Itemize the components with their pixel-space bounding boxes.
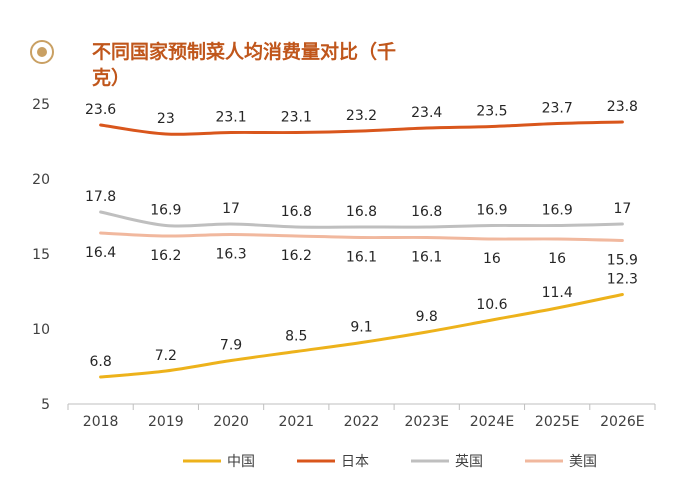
data-label: 23.6 bbox=[85, 102, 116, 118]
target-circle-icon bbox=[30, 40, 54, 64]
data-label: 23 bbox=[157, 111, 175, 127]
series-美国: 16.4 16.2 16.3 16.2 16.1 16.1 16 16 15.9 bbox=[85, 231, 638, 269]
data-label: 16.9 bbox=[150, 203, 181, 219]
x-tick-label: 2021 bbox=[278, 414, 314, 430]
y-tick-label: 10 bbox=[32, 322, 50, 338]
data-label: 16.8 bbox=[346, 204, 377, 220]
data-label: 23.4 bbox=[411, 105, 442, 121]
data-label: 16.8 bbox=[411, 204, 442, 220]
legend-label: 英国 bbox=[455, 453, 483, 470]
legend-item: 中国 bbox=[183, 454, 255, 470]
data-label: 16.1 bbox=[411, 250, 442, 266]
y-tick-label: 15 bbox=[32, 247, 50, 263]
data-label: 23.8 bbox=[607, 99, 638, 115]
x-tick-label: 2022 bbox=[344, 414, 380, 430]
series-line bbox=[99, 210, 624, 229]
data-label: 23.1 bbox=[281, 110, 312, 126]
legend-item: 英国 bbox=[411, 453, 483, 470]
x-axis: 2018 2019 2020 2021 2022 2023E 2024E 2025E 2026E bbox=[67, 403, 656, 430]
chart-title-line1: 不同国家预制菜人均消费量对比（千 bbox=[92, 40, 396, 63]
x-tick-label: 2023E bbox=[404, 414, 448, 430]
series-日本: 23.6 23 23.1 23.1 23.2 23.4 23.5 23.7 23.8 bbox=[85, 99, 638, 136]
y-axis: 5 10 15 20 25 bbox=[32, 97, 50, 413]
series-英国: 17.8 16.9 17 16.8 16.8 16.8 16.9 16.9 17 bbox=[85, 189, 631, 229]
y-tick-label: 25 bbox=[32, 97, 50, 113]
legend-item: 美国 bbox=[525, 454, 597, 470]
x-tick-label: 2019 bbox=[148, 414, 184, 430]
data-label: 16.3 bbox=[215, 247, 246, 263]
x-tick-label: 2018 bbox=[83, 414, 119, 430]
data-label: 16 bbox=[483, 251, 501, 267]
x-tick-label: 2026E bbox=[600, 414, 644, 430]
data-label: 6.8 bbox=[89, 354, 111, 370]
data-label: 23.7 bbox=[542, 101, 573, 117]
x-tick-label: 2025E bbox=[535, 414, 579, 430]
series-中国: 6.8 7.2 7.9 8.5 9.1 9.8 10.6 11.4 12.3 bbox=[89, 272, 638, 379]
data-label: 9.1 bbox=[350, 320, 372, 336]
data-label: 16 bbox=[548, 251, 566, 267]
data-label: 16.2 bbox=[150, 248, 181, 264]
legend-label: 美国 bbox=[569, 454, 597, 470]
chart-title-line2: 克） bbox=[92, 66, 130, 89]
x-tick-label: 2024E bbox=[470, 414, 514, 430]
series-line bbox=[99, 231, 624, 242]
data-label: 16.2 bbox=[281, 248, 312, 264]
data-label: 11.4 bbox=[542, 285, 573, 301]
data-label: 9.8 bbox=[416, 309, 438, 325]
x-tick-label: 2020 bbox=[213, 414, 249, 430]
data-label: 7.2 bbox=[155, 348, 177, 364]
data-label: 23.1 bbox=[215, 110, 246, 126]
legend: 中国 日本 英国 美国 bbox=[183, 453, 597, 470]
legend-item: 日本 bbox=[297, 454, 369, 470]
y-tick-label: 5 bbox=[41, 397, 50, 413]
data-label: 16.8 bbox=[281, 204, 312, 220]
legend-label: 日本 bbox=[341, 454, 369, 470]
series-line bbox=[99, 293, 624, 379]
data-label: 16.9 bbox=[476, 203, 507, 219]
data-label: 16.4 bbox=[85, 245, 116, 261]
data-label: 17 bbox=[613, 201, 631, 217]
chart-header: 不同国家预制菜人均消费量对比（千 克） bbox=[30, 40, 396, 89]
y-tick-label: 20 bbox=[32, 172, 50, 188]
data-label: 15.9 bbox=[607, 253, 638, 269]
data-label: 17.8 bbox=[85, 189, 116, 205]
data-label: 16.9 bbox=[542, 203, 573, 219]
data-label: 23.2 bbox=[346, 108, 377, 124]
data-label: 10.6 bbox=[476, 297, 507, 313]
legend-label: 中国 bbox=[227, 454, 255, 470]
series-layer: 6.8 7.2 7.9 8.5 9.1 9.8 10.6 11.4 12.3 23.6 23 23.1… bbox=[85, 99, 638, 379]
data-label: 16.1 bbox=[346, 250, 377, 266]
data-label: 8.5 bbox=[285, 329, 307, 345]
series-line bbox=[99, 120, 624, 136]
data-label: 12.3 bbox=[607, 272, 638, 288]
data-label: 17 bbox=[222, 201, 240, 217]
data-label: 7.9 bbox=[220, 338, 242, 354]
data-label: 23.5 bbox=[476, 104, 507, 120]
